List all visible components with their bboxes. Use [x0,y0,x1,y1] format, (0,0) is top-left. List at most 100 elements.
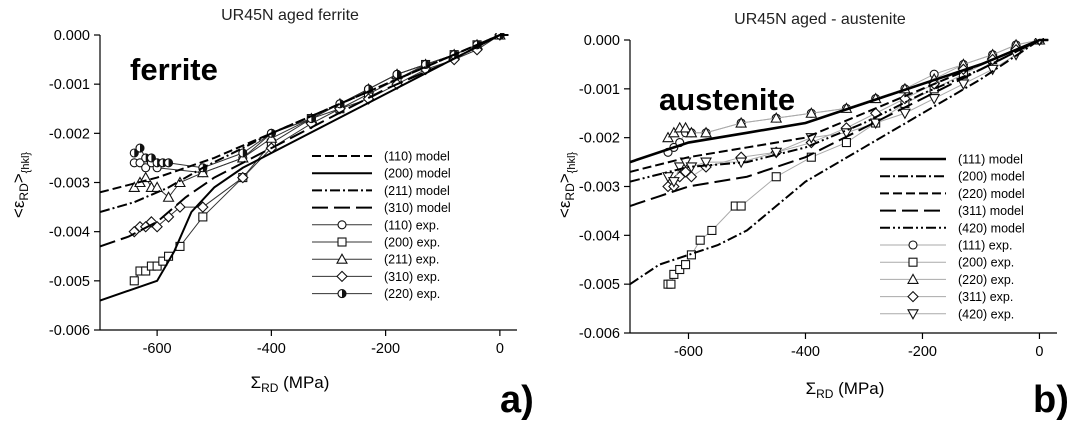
panel-a-y-tick-label: -0.002 [49,126,90,142]
data-point [898,108,911,120]
legend-marker [907,290,919,303]
panel-a-y-tick-label: -0.005 [49,274,90,290]
panel-b-annotation: austenite [659,82,795,117]
panel-a-series-model-3 [100,34,509,248]
panel-a-x-axis-label: ΣRD (MPa) [251,373,330,395]
legend-label: (110) exp. [384,218,439,232]
panel-a-x-tick-label: -600 [143,341,172,357]
panel-b-y-tick-label: -0.003 [579,180,620,196]
panel-a-annotation: ferrite [130,52,218,87]
panel-a-ferrite: UR45N aged ferrite ferrite <εRD>{hkl} ΣR… [9,7,534,421]
legend-entry: (111) model [880,153,1023,167]
legend-entry: (200) model [312,167,451,181]
legend-entry: (200) exp. [312,236,440,250]
legend-entry: (111) exp. [880,239,1012,253]
panel-b-y-tick-label: -0.001 [579,82,620,98]
svg-text:<εRD>{hkl}: <εRD>{hkl} [9,152,32,219]
svg-text:<εRD>{hkl}: <εRD>{hkl} [555,152,578,219]
legend-label: (200) model [384,167,451,181]
data-point [238,148,248,158]
data-point [986,64,999,76]
legend-entry: (211) model [312,184,450,198]
legend-entry: (220) exp. [880,273,1014,287]
legend-label: (310) exp. [384,270,440,284]
panel-a-y-tick-label: -0.004 [49,225,90,241]
legend-marker [907,309,919,320]
legend-entry: (311) model [880,204,1024,218]
data-point [957,79,970,91]
data-point [685,126,698,138]
data-point [197,201,209,213]
data-point [392,69,402,79]
data-point [335,99,345,109]
panel-b-series-model-2 [630,39,1049,173]
data-point [135,158,145,168]
panel-b-plot: 0.000 -0.001 -0.002 -0.003 -0.004 -0.005 -0.00… [579,33,1057,360]
legend-label: (200) model [958,170,1025,184]
panel-a-plot: 0.000 -0.001 -0.002 -0.003 -0.004 -0.005 -0.00… [49,28,517,357]
legend-label: (211) model [384,184,450,198]
panel-a-y-tick-label: -0.006 [49,323,90,339]
data-point [163,158,174,168]
panel-b-title: UR45N aged - austenite [734,11,906,28]
data-point [770,147,783,159]
legend-label: (220) model [958,187,1025,201]
legend-marker [908,257,918,267]
data-point [669,269,679,279]
legend-label: (211) exp. [384,253,439,267]
data-point [667,177,680,188]
data-point [735,116,748,128]
data-point [681,260,691,270]
data-point [700,126,712,138]
legend-entry: (420) model [880,221,1025,235]
legend-label: (220) exp. [384,287,440,301]
legend-label: (200) exp. [384,236,440,250]
data-point [685,170,698,183]
data-point [695,235,705,245]
legend-label: (311) exp. [958,290,1013,304]
data-point [673,162,686,174]
panel-b-x-tick-label: -400 [791,344,820,360]
data-point [141,266,151,276]
data-point [162,191,175,202]
legend-marker [337,237,347,247]
legend-label: (220) exp. [958,273,1014,287]
legend-marker [336,270,348,283]
legend-label: (200) exp. [958,256,1014,270]
data-point [736,201,746,211]
panel-b-y-tick-label: 0.000 [584,33,620,49]
marker-half-fill [139,144,144,153]
data-point [152,261,162,271]
data-point [135,143,145,153]
legend-marker [907,273,919,284]
marker-half-fill [242,149,247,157]
legend-entry: (220) model [880,187,1025,201]
data-point [666,279,676,289]
legend-label: (111) model [958,153,1023,167]
legend-label: (420) exp. [958,307,1014,321]
panel-a-y-axis-label: <εRD>{hkl} [9,152,32,219]
panel-a-plot-area [100,33,509,302]
panel-b-letter: b) [1033,379,1069,421]
marker-half-fill [397,70,402,79]
marker-half-fill [342,289,346,298]
panel-a-y-tick-label: 0.000 [54,28,90,44]
legend-entry: (211) exp. [312,253,439,267]
panel-a-x-tick-label: 0 [496,341,504,357]
data-point [675,264,685,275]
data-point [928,94,941,105]
legend-entry: (420) exp. [880,307,1014,321]
data-point [139,171,152,183]
panel-a-series-model-2 [100,34,509,213]
panel-a-y-tick-label: -0.003 [49,176,90,192]
data-point [700,157,712,169]
panel-b-y-tick-label: -0.005 [579,277,620,293]
panel-b-x-tick-label: 0 [1035,344,1043,360]
panel-a-y-tick-label: -0.001 [49,77,90,93]
legend-entry: (200) model [880,170,1025,184]
panel-b-y-axis-label: <εRD>{hkl} [555,152,578,219]
legend-entry: (310) exp. [312,270,440,284]
data-point [770,112,783,123]
data-point [771,172,781,182]
